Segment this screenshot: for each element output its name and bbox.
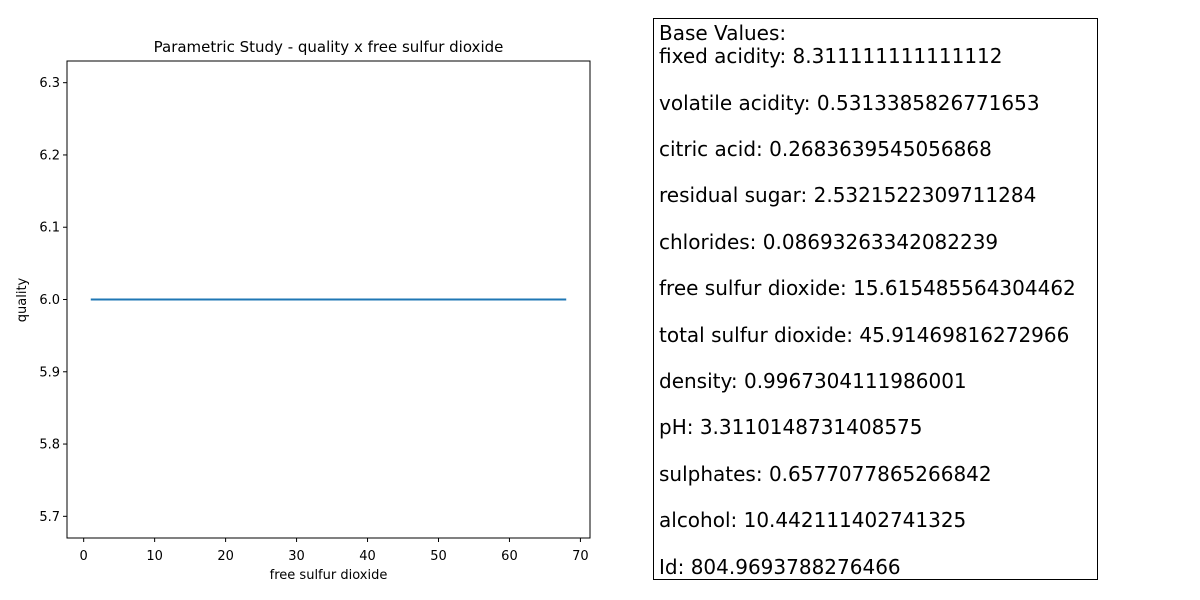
base-value-line: Id: 804.9693788276466 <box>659 554 901 579</box>
y-axis-ticks: 5.7 5.8 5.9 6.0 6.1 6.2 6.3 <box>39 76 67 525</box>
x-tick-label: 30 <box>288 549 305 564</box>
base-value-line: fixed acidity: 8.311111111111112 <box>659 44 1003 69</box>
x-axis-label: free sulfur dioxide <box>270 568 388 583</box>
parametric-chart: Parametric Study - quality x free sulfur… <box>15 38 591 583</box>
base-value-line: volatile acidity: 0.5313385826771653 <box>659 90 1040 115</box>
x-tick-label: 10 <box>146 549 163 564</box>
x-tick-label: 0 <box>80 549 88 564</box>
y-axis-label: quality <box>15 277 30 322</box>
base-values-panel: Base Values: fixed acidity: 8.3111111111… <box>653 18 1098 580</box>
base-value-line: citric acid: 0.2683639545056868 <box>659 137 992 162</box>
base-value-line: residual sugar: 2.5321522309711284 <box>659 183 1037 208</box>
y-tick-label: 5.7 <box>39 510 60 525</box>
y-tick-label: 5.8 <box>39 438 60 453</box>
base-values-heading: Base Values: <box>659 21 787 45</box>
base-values-text: Base Values: fixed acidity: 8.3111111111… <box>659 21 1076 579</box>
base-value-line: total sulfur dioxide: 45.91469816272966 <box>659 322 1070 347</box>
x-axis-ticks: 0 10 20 30 40 50 60 70 <box>80 538 589 564</box>
base-value-line: density: 0.9967304111986001 <box>659 369 967 394</box>
y-tick-label: 6.0 <box>39 293 60 308</box>
base-value-line: chlorides: 0.08693263342082239 <box>659 229 999 254</box>
y-tick-label: 6.2 <box>39 148 60 163</box>
base-value-line: sulphates: 0.6577077865266842 <box>659 461 992 486</box>
x-tick-label: 50 <box>430 549 447 564</box>
y-tick-label: 5.9 <box>39 365 60 380</box>
base-value-line: alcohol: 10.442111402741325 <box>659 508 967 533</box>
y-tick-label: 6.3 <box>39 76 60 91</box>
chart-title: Parametric Study - quality x free sulfur… <box>154 38 504 56</box>
x-tick-label: 40 <box>359 549 376 564</box>
base-value-line: free sulfur dioxide: 15.615485564304462 <box>659 276 1076 301</box>
y-tick-label: 6.1 <box>39 221 60 236</box>
base-value-line: pH: 3.3110148731408575 <box>659 415 923 440</box>
x-tick-label: 20 <box>217 549 234 564</box>
x-tick-label: 60 <box>501 549 518 564</box>
x-tick-label: 70 <box>572 549 589 564</box>
